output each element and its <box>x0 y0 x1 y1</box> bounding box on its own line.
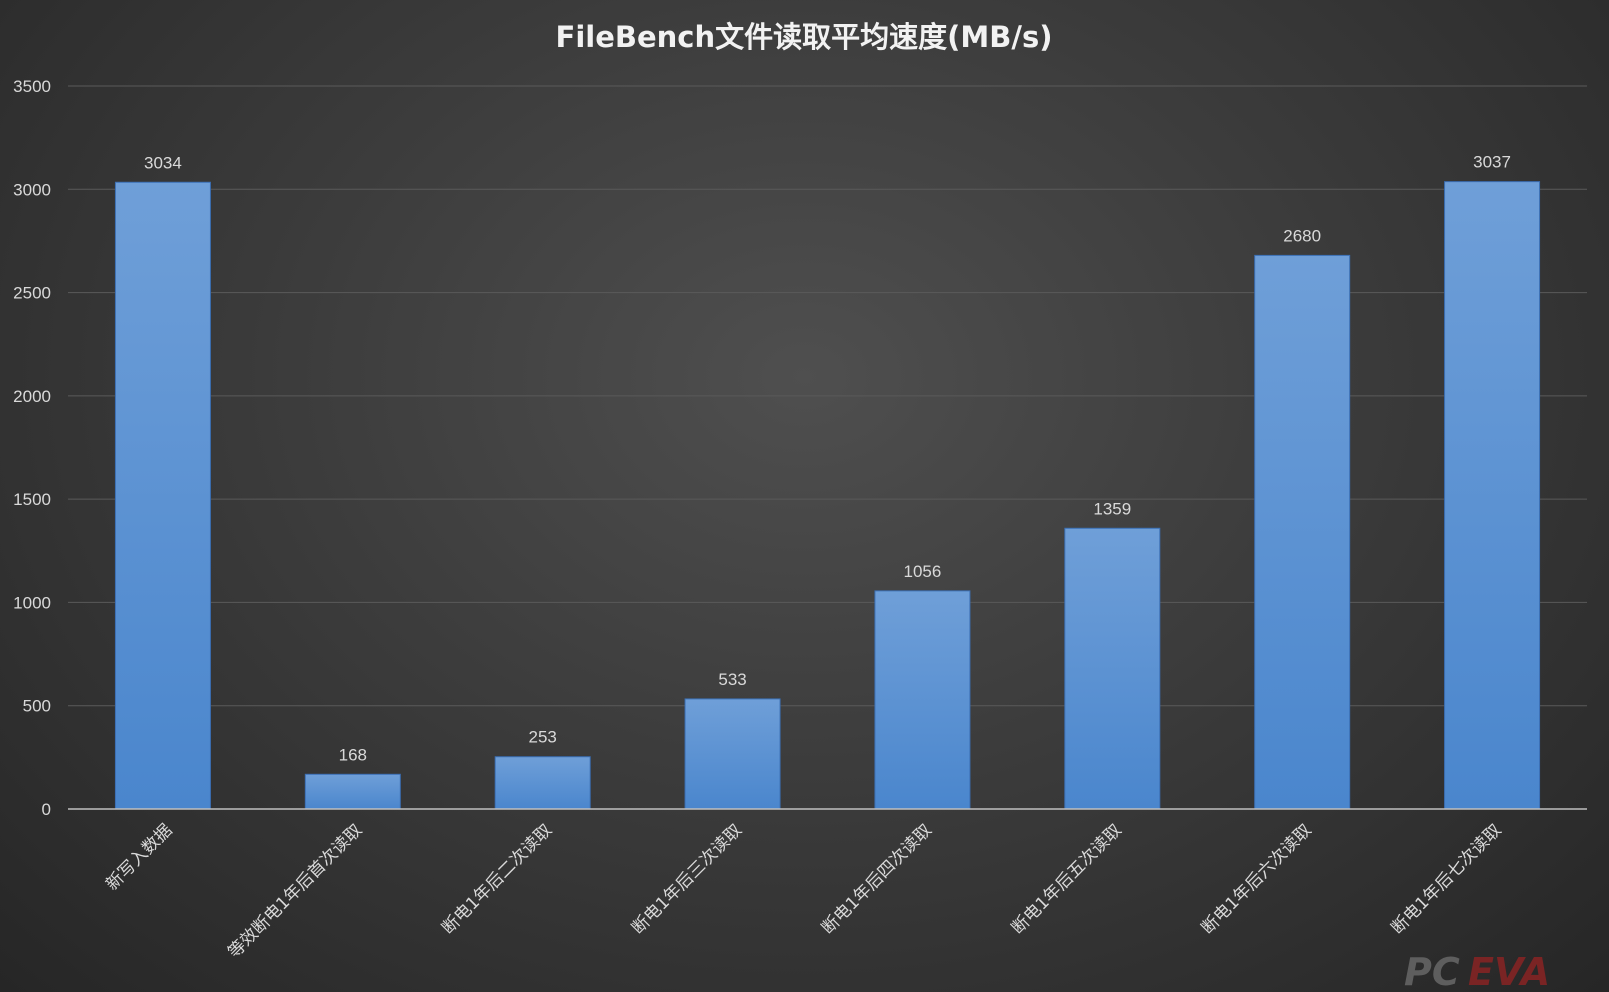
data-label: 1056 <box>904 562 942 581</box>
y-tick-label: 2000 <box>13 387 51 406</box>
bar <box>874 590 971 810</box>
y-tick-label: 3500 <box>13 77 51 96</box>
data-label: 168 <box>339 745 367 764</box>
x-category-label: 等效断电1年后首次读取 <box>224 820 366 962</box>
gridlines <box>68 85 1587 707</box>
y-tick-label: 3000 <box>13 180 51 199</box>
data-label: 1359 <box>1093 499 1131 518</box>
y-tick-label: 500 <box>23 697 51 716</box>
bar <box>1064 527 1161 810</box>
data-label: 3034 <box>144 153 182 172</box>
data-label: 253 <box>529 728 557 747</box>
data-label: 3037 <box>1473 153 1511 172</box>
chart-title: FileBench文件读取平均速度(MB/s) <box>556 20 1053 54</box>
x-axis-category-labels: 新写入数据 等效断电1年后首次读取 断电1年后二次读取 断电1年后三次读取 断电1年后四… <box>102 820 1505 962</box>
bar <box>1444 181 1541 810</box>
y-tick-label: 1500 <box>13 490 51 509</box>
bar <box>1254 254 1351 810</box>
bar <box>304 773 401 810</box>
x-category-label: 断电1年后六次读取 <box>1198 820 1316 938</box>
x-category-label: 断电1年后三次读取 <box>628 820 746 938</box>
x-category-label: 断电1年后五次读取 <box>1008 820 1126 938</box>
data-labels: 3034 168 253 533 1056 1359 2680 3037 <box>144 153 1511 765</box>
bar <box>494 756 591 810</box>
data-label: 2680 <box>1283 226 1321 245</box>
watermark: PC EVA <box>1404 950 1550 992</box>
x-category-label: 断电1年后四次读取 <box>818 820 936 938</box>
watermark-eva-text: EVA <box>1468 950 1550 992</box>
bars <box>114 181 1541 810</box>
y-tick-label: 0 <box>42 800 51 819</box>
x-category-label: 断电1年后二次读取 <box>438 820 556 938</box>
x-category-label: 新写入数据 <box>102 820 176 894</box>
watermark-pc-text: PC <box>1404 950 1460 992</box>
y-tick-label: 1000 <box>13 593 51 612</box>
bar <box>684 698 781 810</box>
x-category-label: 断电1年后七次读取 <box>1388 820 1506 938</box>
y-tick-label: 2500 <box>13 284 51 303</box>
bar <box>114 181 211 810</box>
data-label: 533 <box>718 670 746 689</box>
y-axis-tick-labels: 0 500 1000 1500 2000 2500 3000 3500 <box>13 77 51 819</box>
